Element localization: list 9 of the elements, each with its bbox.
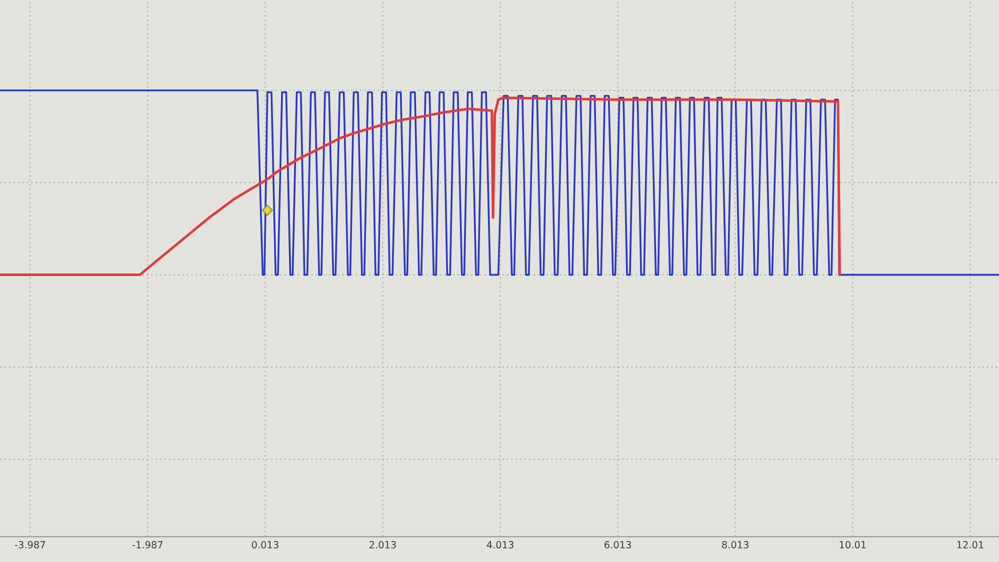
x-tick-label: -3.987	[14, 541, 45, 548]
x-tick-label: 10.01	[840, 541, 866, 548]
x-tick-label: 0.013	[252, 541, 278, 548]
x-tick-label: -1.987	[132, 541, 163, 548]
x-tick-label: 2.013	[370, 541, 396, 548]
x-tick-label: 8.013	[722, 541, 748, 548]
x-tick-label: 12.01	[957, 541, 984, 548]
x-tick-label: 6.013	[604, 541, 631, 548]
x-tick-label: 4.013	[486, 541, 514, 548]
